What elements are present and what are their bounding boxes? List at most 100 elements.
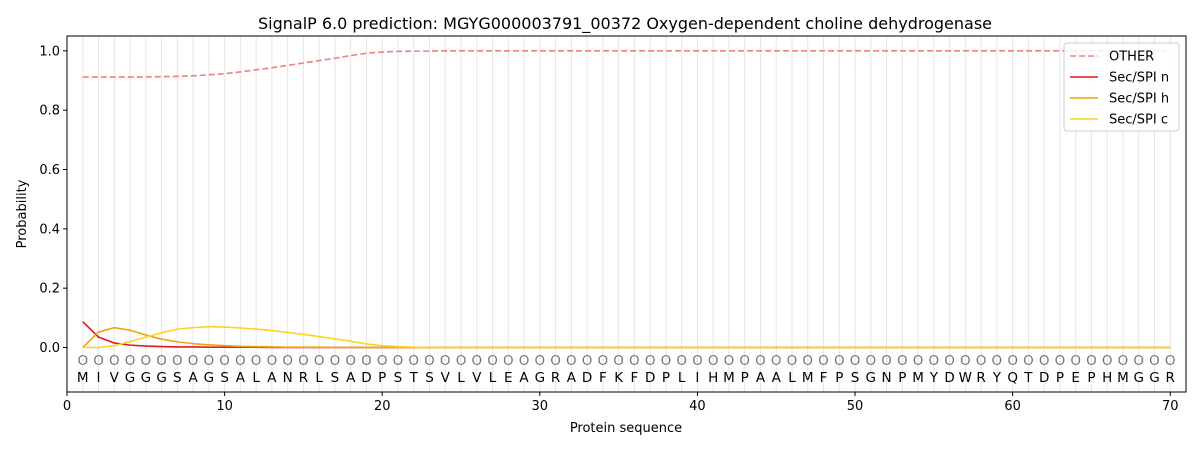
predicted-label: O — [393, 353, 404, 369]
predicted-label: O — [1165, 353, 1176, 369]
predicted-label: O — [219, 353, 230, 369]
predicted-label: O — [582, 353, 593, 369]
predicted-label: O — [204, 353, 215, 369]
sequence-residue: S — [331, 370, 340, 386]
sequence-residue: N — [283, 370, 293, 386]
predicted-label: O — [282, 353, 293, 369]
plot-frame — [66, 35, 1187, 393]
sequence-residue: A — [188, 370, 198, 386]
sequence-residue: L — [788, 370, 796, 386]
sequence-residue: P — [898, 370, 906, 386]
predicted-label: O — [330, 353, 341, 369]
predicted-label: O — [93, 353, 104, 369]
sequence-residue: L — [252, 370, 260, 386]
sequence-residue: F — [820, 370, 828, 386]
sequence-residue: W — [959, 370, 972, 386]
sequence-residue: L — [489, 370, 497, 386]
predicted-label: O — [140, 353, 151, 369]
predicted-label: O — [739, 353, 750, 369]
sequence-residue: P — [662, 370, 670, 386]
x-tick-label: 60 — [1004, 399, 1021, 414]
sequence-residue: D — [582, 370, 592, 386]
predicted-label: O — [487, 353, 498, 369]
sequence-residue: G — [125, 370, 135, 386]
predicted-label: O — [345, 353, 356, 369]
y-tick-label: 0.2 — [39, 282, 60, 297]
sequence-residue: M — [723, 370, 735, 386]
predicted-label: O — [944, 353, 955, 369]
sequence-residue: F — [630, 370, 638, 386]
series-line-sec-spi-h — [82, 326, 1171, 349]
sequence-residue: L — [678, 370, 686, 386]
sequence-residue: A — [756, 370, 766, 386]
y-tick-label: 1.0 — [39, 44, 60, 59]
sequence-residue: F — [599, 370, 607, 386]
predicted-label: O — [77, 353, 88, 369]
predicted-label: O — [314, 353, 325, 369]
sequence-residue: P — [741, 370, 749, 386]
predicted-label: O — [1055, 353, 1066, 369]
sequence-residue: Y — [929, 370, 939, 386]
sequence-residue: L — [315, 370, 323, 386]
sequence-residue: V — [472, 370, 482, 386]
predicted-label: O — [913, 353, 924, 369]
sequence-residue: Q — [1007, 370, 1018, 386]
sequence-residue: H — [708, 370, 718, 386]
sequence-residue: A — [519, 370, 529, 386]
grid-layer — [82, 36, 1171, 392]
sequence-residue: R — [1166, 370, 1175, 386]
sequence-residue: G — [204, 370, 214, 386]
predicted-label: O — [818, 353, 829, 369]
predicted-label: O — [550, 353, 561, 369]
predicted-label: O — [1149, 353, 1160, 369]
x-axis: 0 10 20 30 40 50 60 70 — [63, 392, 1179, 414]
sequence-residue: G — [1149, 370, 1159, 386]
predicted-label: O — [1023, 353, 1034, 369]
y-tick-label: 0.8 — [39, 104, 60, 119]
sequence-residue: P — [1087, 370, 1095, 386]
sequence-residue: A — [236, 370, 246, 386]
predicted-label: O — [834, 353, 845, 369]
predicted-label: O — [850, 353, 861, 369]
predicted-label: O — [881, 353, 892, 369]
x-tick-label: 10 — [216, 399, 233, 414]
legend-label: Sec/SPI c — [1109, 113, 1168, 128]
sequence-residue: P — [835, 370, 843, 386]
predicted-label: O — [1086, 353, 1097, 369]
x-tick-label: 40 — [689, 399, 706, 414]
predicted-label: O — [188, 353, 199, 369]
predicted-label: O — [456, 353, 467, 369]
predicted-label: O — [802, 353, 813, 369]
sequence-residue: A — [346, 370, 356, 386]
predicted-label: O — [692, 353, 703, 369]
x-tick-label: 20 — [374, 399, 391, 414]
x-tick-label: 0 — [63, 399, 71, 414]
sequence-residue: A — [772, 370, 782, 386]
sequence-residue: R — [976, 370, 985, 386]
predicted-label: O — [1007, 353, 1018, 369]
sequence-residue: D — [361, 370, 371, 386]
sequence-residue: T — [1023, 370, 1033, 386]
legend: OTHER Sec/SPI n Sec/SPI h Sec/SPI c — [1063, 42, 1180, 132]
sequence-residue: T — [409, 370, 419, 386]
legend-label: Sec/SPI n — [1109, 71, 1169, 86]
series-line-sec-spi-n — [82, 321, 1171, 349]
predicted-label: O — [361, 353, 372, 369]
sequence-residue: A — [567, 370, 577, 386]
series-layer — [82, 50, 1171, 349]
predicted-label: O — [298, 353, 309, 369]
sequence-residue: S — [220, 370, 229, 386]
sequence-residue: S — [394, 370, 403, 386]
sequence-residue: I — [97, 370, 101, 386]
predicted-label: O — [598, 353, 609, 369]
predicted-label: O — [534, 353, 545, 369]
sequence-residue: M — [802, 370, 814, 386]
predicted-label: O — [172, 353, 183, 369]
sequence-residue: Y — [992, 370, 1002, 386]
x-tick-label: 70 — [1162, 399, 1179, 414]
predicted-label: O — [566, 353, 577, 369]
sequence-residue: L — [457, 370, 465, 386]
x-tick-label: 30 — [532, 399, 549, 414]
sequence-residue: G — [535, 370, 545, 386]
